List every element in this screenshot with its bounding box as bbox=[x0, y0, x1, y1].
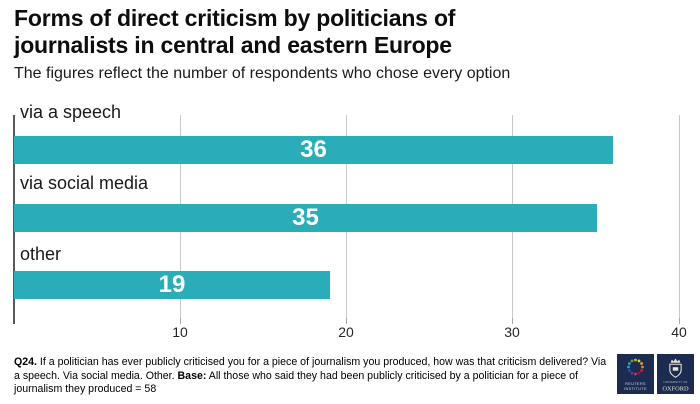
x-axis-tick-label: 20 bbox=[338, 324, 354, 340]
base-text: All those who said they had been publicl… bbox=[14, 369, 578, 396]
svg-text:INSTITUTE: INSTITUTE bbox=[624, 386, 647, 391]
bar-other: 19 bbox=[14, 271, 330, 299]
reuters-institute-dotted-ring-icon: REUTERS INSTITUTE bbox=[624, 358, 647, 391]
reuters-institute-logo: REUTERS INSTITUTE bbox=[617, 354, 654, 394]
chart-subtitle: The figures reflect the number of respon… bbox=[14, 65, 511, 82]
category-label-other: other bbox=[20, 244, 62, 264]
axis-tick-mark bbox=[512, 318, 513, 324]
logo-group: REUTERS INSTITUTE UNIVERSITY OF OXFORD bbox=[617, 354, 694, 394]
bar-via-a-speech: 36 bbox=[14, 136, 613, 164]
horizontal-bar-chart: 10 20 30 40 via a speech 36 via social medi… bbox=[13, 100, 695, 350]
bar-value-label: 19 bbox=[158, 271, 186, 298]
gridline bbox=[679, 115, 680, 318]
bar-value-label: 36 bbox=[300, 136, 327, 163]
svg-text:UNIVERSITY OF: UNIVERSITY OF bbox=[663, 380, 687, 384]
axis-tick-mark bbox=[679, 318, 680, 324]
category-label-via-a-speech: via a speech bbox=[20, 102, 122, 122]
category-label-via-social-media: via social media bbox=[20, 173, 149, 193]
svg-text:REUTERS: REUTERS bbox=[625, 381, 646, 386]
bar-value-label: 35 bbox=[292, 204, 319, 231]
question-text: If a politician has ever publicly critic… bbox=[14, 356, 607, 382]
source-note: Q24. If a politician has ever publicly c… bbox=[14, 356, 612, 397]
oxford-university-logo: UNIVERSITY OF OXFORD bbox=[657, 354, 694, 394]
x-axis-tick-label: 10 bbox=[172, 324, 188, 340]
bar-via-social-media: 35 bbox=[14, 204, 597, 232]
page-title-line1: Forms of direct criticism by politicians… bbox=[14, 5, 456, 31]
question-number-label: Q24. bbox=[14, 356, 37, 368]
page-title: Forms of direct criticism by politicians… bbox=[14, 5, 455, 59]
page-title-line2: journalists in central and eastern Europ… bbox=[14, 32, 452, 58]
axis-tick-mark bbox=[180, 318, 181, 324]
x-axis-tick-label: 40 bbox=[671, 324, 687, 340]
base-label: Base: bbox=[177, 369, 207, 382]
svg-text:OXFORD: OXFORD bbox=[662, 386, 689, 393]
axis-tick-mark bbox=[346, 318, 347, 324]
oxford-crest-icon: UNIVERSITY OF OXFORD bbox=[662, 358, 689, 393]
x-axis-tick-label: 30 bbox=[504, 324, 520, 340]
